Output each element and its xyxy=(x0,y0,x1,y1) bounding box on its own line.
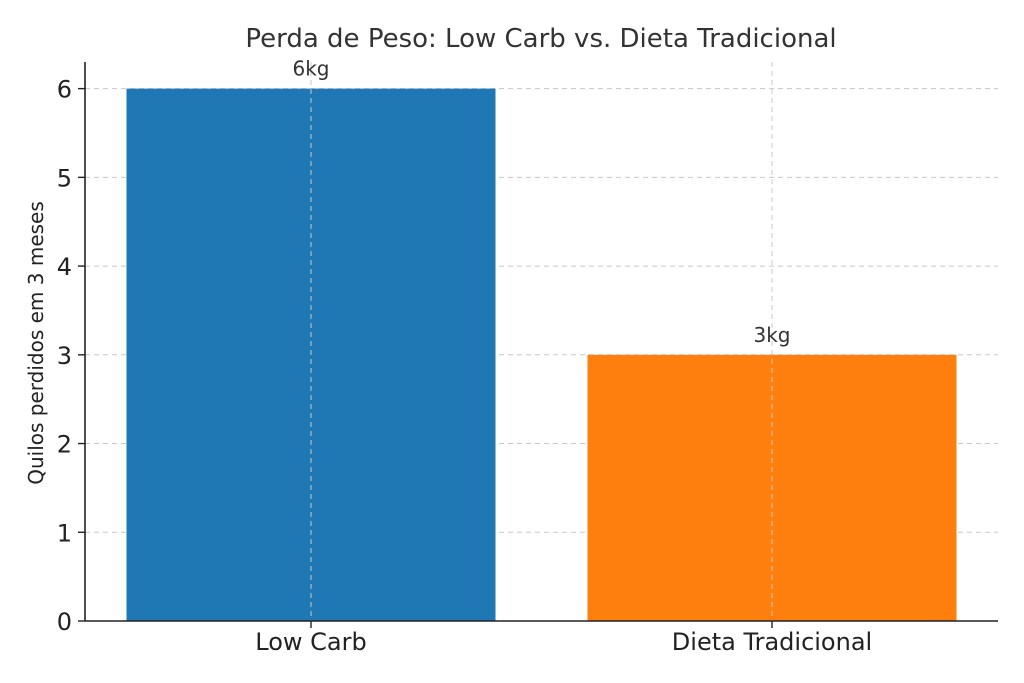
y-tick-label: 0 xyxy=(57,608,72,636)
bar-value-label: 6kg xyxy=(292,57,329,81)
bars xyxy=(126,88,957,622)
y-axis-label: Quilos perdidos em 3 meses xyxy=(24,201,48,485)
y-tick-label: 5 xyxy=(57,164,72,192)
x-ticks: Low Carb Dieta Tradicional xyxy=(255,621,872,656)
x-tick-label: Dieta Tradicional xyxy=(672,628,872,656)
y-ticks: 0 1 2 3 4 5 6 xyxy=(57,76,85,636)
x-tick-label: Low Carb xyxy=(255,628,366,656)
chart-title: Perda de Peso: Low Carb vs. Dieta Tradic… xyxy=(245,24,836,54)
vertical-grid-lines xyxy=(310,62,773,621)
y-tick-label: 6 xyxy=(57,76,72,104)
y-tick-label: 1 xyxy=(57,519,72,547)
axes xyxy=(84,62,998,622)
y-tick-label: 2 xyxy=(57,431,72,459)
bar-value-label: 3kg xyxy=(753,323,790,347)
y-tick-label: 4 xyxy=(57,253,72,281)
data-labels: 6kg 3kg xyxy=(292,57,790,347)
y-tick-label: 3 xyxy=(57,342,72,370)
